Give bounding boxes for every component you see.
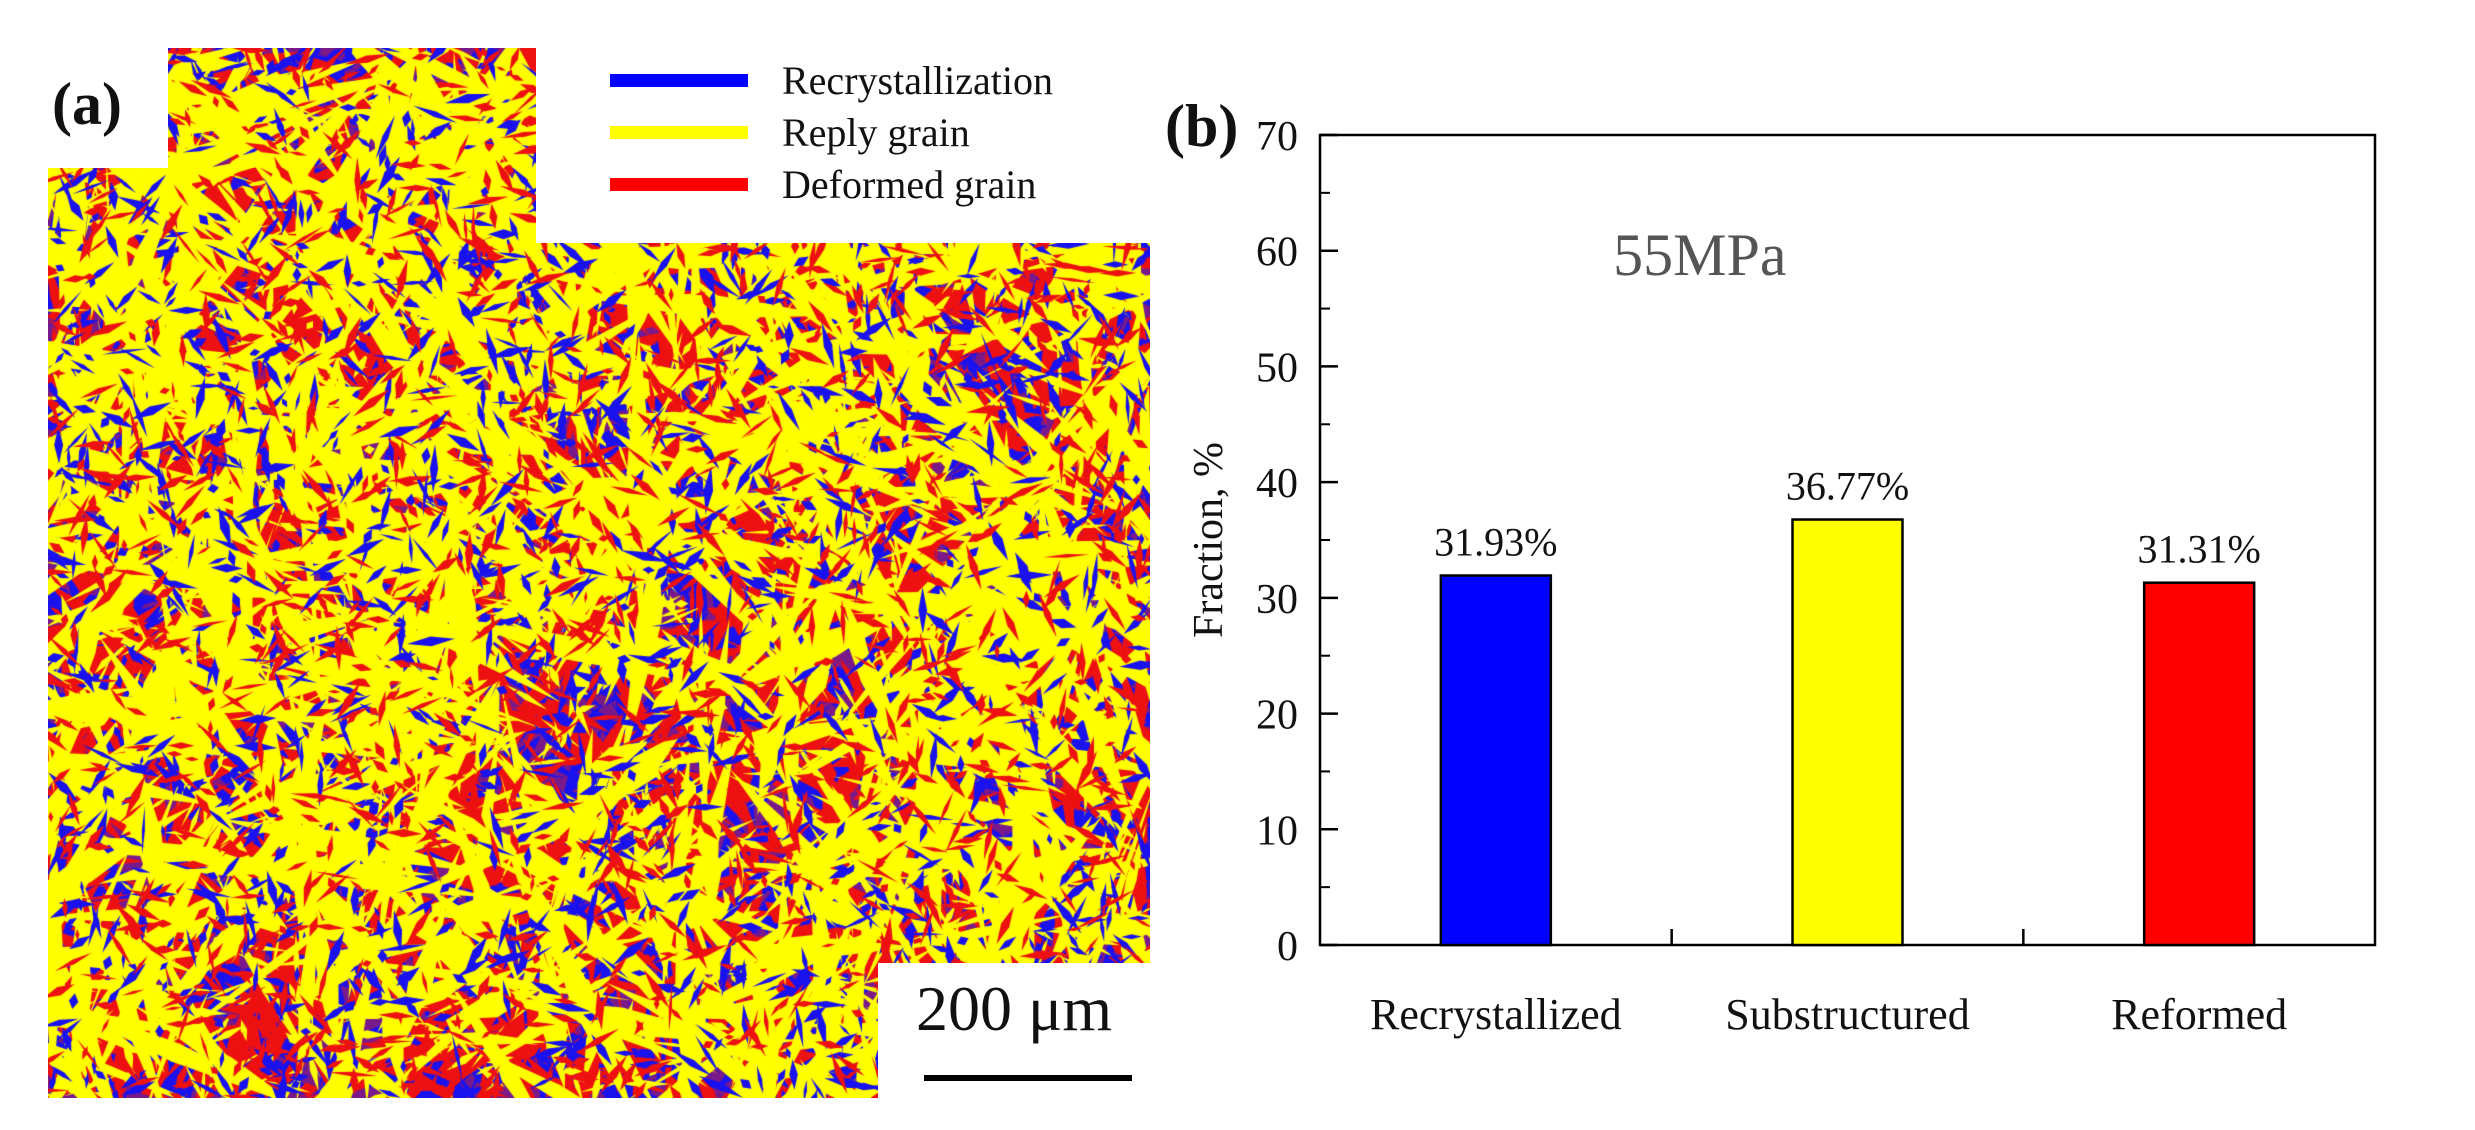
bar-data-label: 31.93% <box>1434 520 1557 565</box>
scale-bar: 200 μm <box>878 963 1150 1098</box>
panel-a-label: (a) <box>52 71 122 137</box>
x-tick-label: Recrystallized <box>1370 990 1622 1039</box>
y-tick-label: 10 <box>1256 808 1298 854</box>
legend-label: Deformed grain <box>782 161 1037 207</box>
bar-recrystallized <box>1439 574 1553 947</box>
legend-item-recrystallization: Recrystallization <box>610 50 1053 110</box>
panel-a-label-box: (a) <box>48 48 168 168</box>
x-tick-label: Substructured <box>1725 990 1969 1039</box>
bar-data-label: 31.31% <box>2138 527 2261 572</box>
x-tick-label: Reformed <box>2111 990 2287 1039</box>
x-axis: Recrystallized Substructured Reformed <box>1370 929 2287 1039</box>
bar-data-label: 36.77% <box>1786 464 1909 509</box>
legend-item-deformed-grain: Deformed grain <box>610 154 1036 214</box>
panel-b-label: (b) <box>1165 93 1239 159</box>
bar-substructured <box>1791 518 1904 947</box>
bar-reformed <box>2142 581 2256 947</box>
legend-label: Reply grain <box>782 109 970 155</box>
legend-item-reply-grain: Reply grain <box>610 102 970 162</box>
bars: 31.93% 36.77% 31.31% <box>1434 464 2261 947</box>
y-tick-label: 40 <box>1256 461 1298 507</box>
y-tick-label: 0 <box>1277 924 1298 970</box>
grain-map-panel: (a) Recrystallization Reply grain Deform… <box>48 48 1150 1098</box>
legend-label: Recrystallization <box>782 57 1054 103</box>
y-tick-label: 30 <box>1256 577 1298 623</box>
scale-bar-line <box>924 1075 1132 1081</box>
chart-title: 55MPa <box>1613 222 1786 288</box>
bar-chart: 0 10 20 30 40 50 60 70 Recrystallized Substructu… <box>1186 114 2377 1039</box>
y-tick-label: 70 <box>1256 114 1298 160</box>
legend-swatch-yellow <box>610 125 748 139</box>
legend-swatch-blue <box>610 73 748 87</box>
legend-swatch-red <box>610 177 748 191</box>
y-tick-label: 20 <box>1256 693 1298 739</box>
y-tick-label: 60 <box>1256 230 1298 276</box>
scale-bar-label: 200 μm <box>916 973 1113 1044</box>
y-tick-label: 50 <box>1256 345 1298 391</box>
y-axis: 0 10 20 30 40 50 60 70 <box>1256 114 1338 970</box>
y-axis-label: Fraction, % <box>1186 442 1232 638</box>
